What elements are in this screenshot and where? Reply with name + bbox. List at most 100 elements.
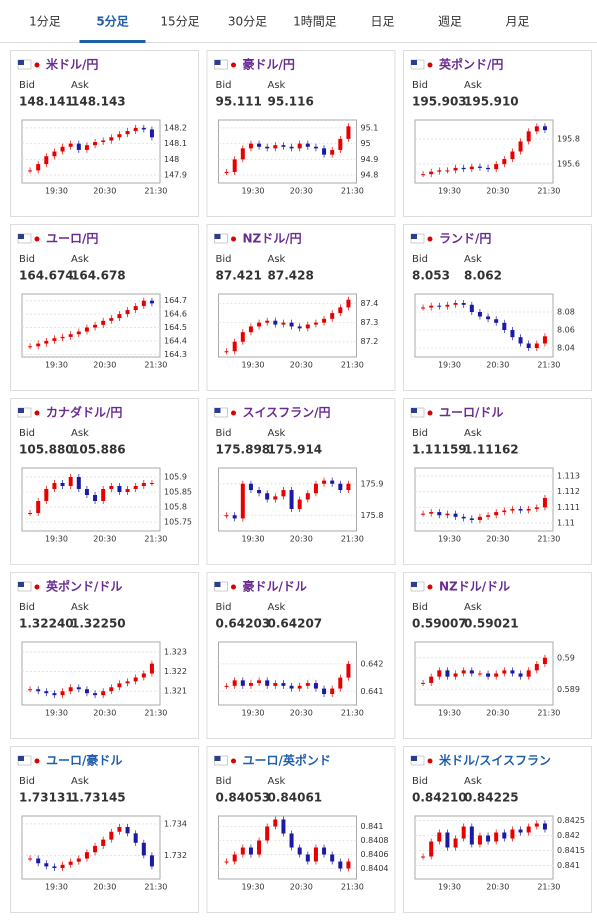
pair-title[interactable]: NZドル/ドル bbox=[439, 580, 510, 594]
candle bbox=[534, 126, 539, 132]
flag-dot bbox=[231, 410, 236, 416]
candle bbox=[28, 170, 33, 172]
candle bbox=[469, 166, 474, 170]
active-tab-underline bbox=[79, 40, 146, 43]
candle bbox=[453, 167, 458, 171]
flag-canton bbox=[18, 60, 24, 65]
candle bbox=[486, 835, 491, 842]
flag-canton bbox=[214, 408, 221, 413]
candle bbox=[338, 677, 343, 689]
candle bbox=[453, 838, 458, 848]
pair-title[interactable]: ランド/円 bbox=[439, 232, 491, 246]
bid-value: 0.84210 bbox=[412, 791, 467, 805]
pair-title[interactable]: 米ドル/円 bbox=[46, 57, 98, 72]
bid-label: Bid bbox=[216, 776, 232, 787]
y-tick-label: 164.6 bbox=[164, 310, 187, 319]
candle bbox=[93, 845, 98, 853]
flag-canton bbox=[411, 582, 417, 587]
flag-canton bbox=[214, 582, 221, 587]
chart-frame bbox=[21, 815, 161, 880]
y-tick-label: 8.06 bbox=[557, 326, 575, 335]
y-tick-label: 164.7 bbox=[164, 296, 187, 305]
pair-title[interactable]: 英ポンド/ドル bbox=[46, 579, 122, 594]
candle bbox=[477, 835, 482, 845]
bid-value: 1.11159 bbox=[412, 443, 467, 457]
ask-value: 1.73145 bbox=[71, 791, 126, 805]
candle bbox=[125, 131, 130, 135]
candle bbox=[273, 145, 278, 149]
candle bbox=[36, 689, 41, 692]
pair-title[interactable]: 豪ドル/ドル bbox=[243, 579, 307, 594]
pair-title[interactable]: ユーロ/円 bbox=[46, 232, 98, 246]
tab[interactable]: 1分足 bbox=[29, 15, 61, 29]
candle bbox=[502, 510, 507, 513]
pair-title[interactable]: 米ドル/スイスフラン bbox=[439, 753, 551, 768]
ask-label: Ask bbox=[464, 80, 482, 91]
candle bbox=[297, 499, 302, 509]
pair-title[interactable]: NZドル/円 bbox=[243, 232, 302, 246]
flag-dot bbox=[34, 236, 40, 242]
bid-label: Bid bbox=[216, 428, 232, 439]
pair-title[interactable]: 英ポンド/円 bbox=[439, 57, 503, 72]
tab[interactable]: 15分足 bbox=[160, 15, 199, 29]
candle bbox=[469, 670, 474, 674]
candle bbox=[461, 826, 466, 839]
flag-canton bbox=[214, 234, 221, 239]
x-tick-label: 20:30 bbox=[93, 883, 116, 892]
pair-title[interactable]: ユーロ/豪ドル bbox=[46, 753, 122, 768]
candle bbox=[36, 343, 41, 347]
candle bbox=[273, 320, 278, 325]
pair-title[interactable]: スイスフラン/円 bbox=[243, 406, 331, 420]
chart-frame bbox=[218, 467, 357, 532]
y-tick-label: 0.642 bbox=[361, 659, 384, 668]
candle bbox=[486, 316, 491, 320]
chart-frame bbox=[218, 119, 357, 184]
candle bbox=[281, 145, 286, 147]
y-tick-label: 0.841 bbox=[361, 822, 384, 831]
pair-title[interactable]: カナダドル/円 bbox=[46, 405, 122, 420]
ask-label: Ask bbox=[464, 254, 482, 265]
bid-value: 1.32240 bbox=[19, 617, 74, 631]
tab[interactable]: 1時間足 bbox=[293, 15, 337, 29]
x-tick-label: 19:30 bbox=[45, 535, 68, 544]
candle bbox=[429, 305, 434, 308]
candle bbox=[44, 340, 49, 344]
tab[interactable]: 週足 bbox=[438, 15, 462, 29]
candle bbox=[93, 693, 98, 696]
flag-dot bbox=[427, 62, 433, 68]
candle bbox=[477, 516, 482, 520]
tab[interactable]: 30分足 bbox=[228, 15, 267, 29]
candle bbox=[76, 331, 81, 335]
candle bbox=[313, 483, 318, 494]
chart-frame bbox=[21, 293, 161, 358]
bid-label: Bid bbox=[19, 428, 35, 439]
candle bbox=[322, 847, 327, 855]
candle bbox=[232, 341, 237, 352]
chart-frame bbox=[414, 815, 554, 880]
candle bbox=[265, 826, 270, 841]
candle bbox=[257, 490, 262, 494]
tab[interactable]: 日足 bbox=[370, 15, 394, 29]
candle bbox=[502, 832, 507, 839]
candle bbox=[534, 823, 539, 827]
candle bbox=[502, 159, 507, 165]
candle bbox=[60, 146, 65, 152]
candle bbox=[257, 322, 262, 327]
pair-title[interactable]: ユーロ/英ポンド bbox=[243, 753, 331, 768]
candle bbox=[346, 299, 351, 308]
candle bbox=[421, 856, 426, 858]
candle bbox=[510, 151, 515, 160]
tab[interactable]: 5分足 bbox=[96, 14, 128, 29]
candle bbox=[313, 146, 318, 149]
ask-value: 1.11162 bbox=[464, 443, 519, 457]
ask-label: Ask bbox=[268, 80, 286, 91]
ask-value: 0.84061 bbox=[268, 791, 323, 805]
tab[interactable]: 月足 bbox=[505, 15, 529, 29]
candle bbox=[330, 313, 335, 319]
pair-title[interactable]: 豪ドル/円 bbox=[243, 57, 295, 72]
candle bbox=[248, 847, 253, 855]
pair-title[interactable]: ユーロ/ドル bbox=[439, 406, 503, 420]
bid-label: Bid bbox=[216, 254, 232, 265]
candle bbox=[133, 833, 138, 843]
